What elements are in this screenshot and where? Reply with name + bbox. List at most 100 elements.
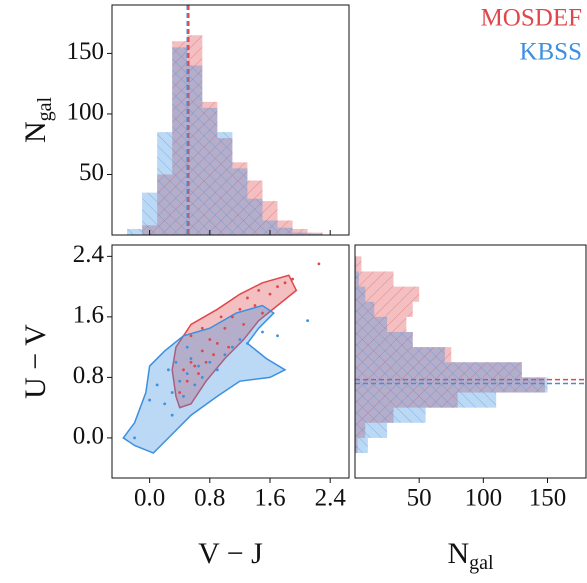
point [283,281,287,285]
hist-hatch [247,198,263,235]
contour [171,274,298,409]
point [193,383,197,387]
point [200,349,204,353]
x-axis-label: Ngal [447,537,494,574]
hist-hatch [355,286,420,302]
point [230,315,234,319]
x-tick-label: 150 [529,485,567,512]
hist-hatch [355,301,375,317]
point [223,353,227,357]
hist-hatch [127,228,143,235]
y-tick-label: 150 [67,38,105,65]
hist-hatch [355,347,445,363]
point [227,345,231,349]
point [212,353,215,357]
x-tick-label: 2.4 [315,485,347,512]
hist-hatch [355,286,366,302]
x-tick-label: 0.0 [134,485,165,512]
point [306,319,310,323]
hist-hatch [292,228,308,235]
point [148,398,152,402]
point [174,360,178,364]
hist-hatch [142,192,158,235]
point [261,330,264,334]
point [178,379,182,383]
hist-hatch [355,407,426,423]
y-tick-label: 0.8 [73,362,104,389]
point [189,357,193,360]
point [185,345,189,349]
point [261,311,264,315]
hist-hatch [292,232,308,235]
x-tick-label: 100 [465,485,503,512]
point [219,315,223,319]
point [155,383,159,387]
hist-hatch [355,256,362,272]
hist-hatch [355,316,388,332]
point [238,338,242,341]
hist-hatch [355,422,388,438]
point [197,364,200,368]
point [163,402,167,406]
point [257,288,261,292]
point [208,338,212,341]
point [230,345,234,349]
legend-label: MOSDEF [481,5,582,32]
hist-hatch [277,227,293,235]
point [291,277,294,281]
point [215,368,219,372]
point [268,292,272,296]
x-axis-label-main: N [447,537,469,570]
hist-hatch [232,168,248,235]
point [276,334,279,338]
hist-hatch [262,220,278,235]
point [246,341,249,345]
hist-hatch [355,256,357,272]
point [170,413,174,417]
hist-hatch [187,65,203,236]
hist-hatch [355,331,413,348]
point [223,326,227,330]
point [189,334,193,338]
x-axis-label: V − J [198,537,263,570]
contour [122,304,287,454]
hist-hatch [355,362,522,378]
hist-hatch [172,47,188,235]
point [167,368,170,372]
point [178,391,182,394]
hist-hatch [355,271,394,287]
point [193,364,197,368]
panel-frame [354,244,587,479]
y-axis-label-sub: gal [34,97,56,122]
hist-hatch [355,392,497,408]
hist-hatch [157,132,173,235]
x-tick-label: 0.8 [194,485,225,512]
point [276,285,279,289]
point [185,372,189,376]
x-tick-label: 50 [407,485,432,512]
x-axis-label-sub: gal [469,552,494,574]
hist-hatch [202,107,218,235]
y-axis-label: Ngal [19,97,56,144]
point [182,368,185,372]
hist-hatch [355,377,548,393]
point [204,360,208,364]
hist-hatch [355,437,368,454]
point [182,394,185,398]
y-tick-label: 2.4 [73,241,105,268]
point [185,379,189,383]
y-axis-label-main: N [19,121,52,143]
hist-hatch [355,271,359,287]
point [200,375,204,379]
point [197,372,200,376]
x-tick-label: 1.6 [254,485,285,512]
point [215,341,219,345]
y-tick-label: 50 [79,159,104,186]
point [253,304,257,307]
y-tick-label: 1.6 [73,302,104,329]
y-tick-label: 100 [67,99,105,126]
point [189,360,193,364]
point [242,323,246,326]
panel-frame [111,244,350,479]
